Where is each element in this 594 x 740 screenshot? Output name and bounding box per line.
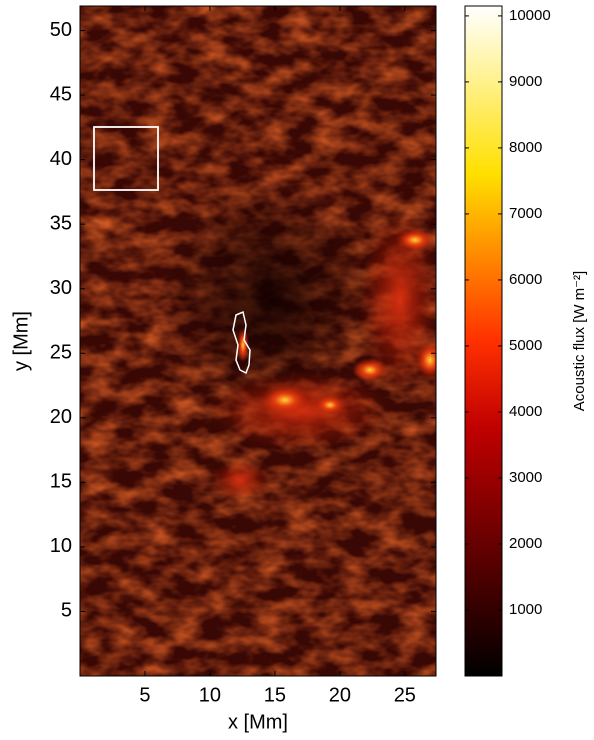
colorbar-tick-label: 8000 — [509, 139, 542, 156]
y-tick-label: 40 — [50, 148, 72, 170]
y-tick-label: 15 — [50, 471, 72, 493]
colorbar-tick-label: 9000 — [509, 73, 542, 90]
y-tick-label: 25 — [50, 342, 72, 364]
x-tick-label: 15 — [264, 684, 286, 706]
colorbar-tick-label: 4000 — [509, 403, 542, 420]
colorbar-label: Acoustic flux [W m⁻²] — [571, 271, 588, 411]
flux-map — [80, 6, 436, 676]
colorbar-tick-label: 2000 — [509, 535, 542, 552]
x-tick-label: 20 — [329, 684, 351, 706]
colorbar-tick-label: 10000 — [509, 7, 551, 24]
colorbar-tick-label: 5000 — [509, 337, 542, 354]
x-tick-label: 5 — [139, 684, 150, 706]
colorbar-tick-label: 7000 — [509, 205, 542, 222]
y-tick-label: 50 — [50, 19, 72, 41]
y-tick-label: 20 — [50, 406, 72, 428]
y-axis-label: y [Mm] — [10, 311, 32, 371]
colorbar-tick-label: 1000 — [509, 601, 542, 618]
y-tick-label: 10 — [50, 535, 72, 557]
x-tick-label: 25 — [394, 684, 416, 706]
plot-frame — [79, 5, 437, 677]
y-tick-label: 30 — [50, 277, 72, 299]
colorbar — [464, 5, 503, 677]
colorbar-tick-label: 3000 — [509, 469, 542, 486]
x-axis-label: x [Mm] — [228, 711, 288, 733]
reference-box — [93, 126, 159, 191]
y-tick-label: 5 — [61, 600, 72, 622]
colorbar-tick-label: 6000 — [509, 271, 542, 288]
y-tick-label: 35 — [50, 212, 72, 234]
contour — [232, 310, 251, 375]
y-tick-label: 45 — [50, 83, 72, 105]
x-tick-label: 10 — [199, 684, 221, 706]
